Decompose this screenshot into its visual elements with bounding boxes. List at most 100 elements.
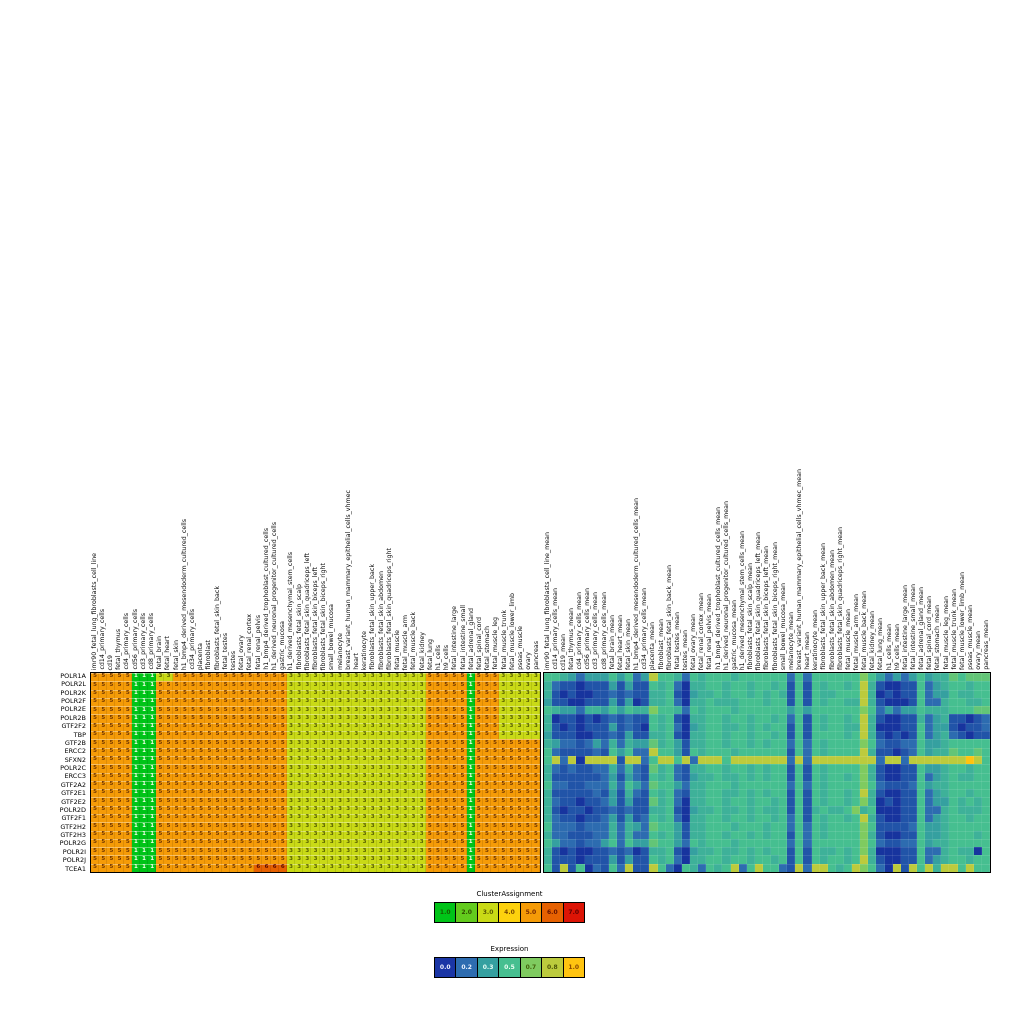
expression-cell	[949, 789, 958, 798]
expression-cell	[868, 847, 877, 856]
cluster-cell: 3	[335, 855, 345, 864]
expression-cell	[925, 797, 934, 806]
cluster-cell: 5	[188, 689, 198, 698]
cluster-cell: 3	[311, 731, 320, 740]
cluster-cell: 3	[368, 697, 377, 707]
cluster-cell: 5	[156, 731, 165, 740]
cluster-cell: 3	[327, 697, 336, 707]
cluster-cell: 3	[499, 714, 508, 723]
expression-cell	[730, 739, 739, 748]
expression-cell	[844, 681, 853, 690]
cluster-cell: 5	[107, 747, 116, 756]
expression-cell	[616, 847, 626, 856]
legend-swatch: 2.0	[455, 903, 477, 922]
cluster-cell: 5	[433, 780, 443, 790]
cluster-cell: 3	[352, 722, 361, 732]
cluster-cell: 3	[368, 822, 377, 831]
cluster-cell: 3	[393, 772, 402, 781]
expression-cell	[641, 847, 650, 856]
cluster-cell: 5	[442, 805, 451, 814]
cluster-cell: 5	[499, 847, 508, 856]
expression-cell	[908, 822, 918, 831]
cluster-cell: 5	[278, 764, 287, 773]
cluster-cell: 5	[254, 706, 263, 715]
expression-cell	[552, 747, 561, 756]
cluster-cell: 3	[409, 706, 418, 715]
expression-cell	[657, 731, 666, 740]
cluster-cell: 3	[384, 813, 394, 823]
cluster-cell: 5	[221, 805, 230, 814]
expression-cell	[738, 731, 747, 740]
cluster-cell: 3	[303, 863, 312, 872]
column-label: fibroblasts_fetal_skin_abdomen	[377, 571, 385, 670]
cluster-cell: 5	[180, 747, 189, 756]
expression-cell	[673, 813, 682, 823]
expression-cell	[649, 747, 658, 756]
expression-cell	[560, 838, 569, 848]
cluster-cell: 5	[442, 855, 451, 864]
cluster-cell: 5	[180, 797, 189, 806]
expression-cell	[795, 838, 804, 848]
expression-cell	[771, 755, 780, 765]
cluster-cell: 5	[246, 855, 255, 864]
expression-cell	[933, 780, 942, 790]
expression-cell	[552, 830, 561, 839]
expression-cell	[787, 706, 796, 715]
expression-cell	[876, 847, 885, 856]
cluster-cell: 5	[433, 855, 443, 864]
cluster-cell: 5	[450, 789, 459, 798]
cluster-cell: 5	[499, 805, 508, 814]
expression-cell	[649, 764, 658, 773]
expression-cell	[544, 822, 553, 831]
cluster-cell: 5	[474, 714, 483, 723]
cluster-cell: 5	[123, 822, 132, 831]
expression-cell	[908, 813, 918, 823]
cluster-cell: 5	[237, 739, 247, 748]
cluster-cell: 5	[442, 838, 451, 848]
expression-cell	[608, 755, 617, 765]
cluster-cell: 5	[531, 780, 540, 790]
cluster-cell: 3	[327, 714, 336, 723]
cluster-cell: 5	[458, 813, 467, 823]
cluster-cell: 5	[474, 789, 483, 798]
cluster-cell: 5	[482, 772, 492, 781]
cluster-cell: 3	[409, 780, 418, 790]
cluster-cell: 3	[295, 739, 304, 748]
expression-cell	[819, 855, 828, 864]
expression-cell	[576, 755, 585, 765]
expression-cell	[576, 681, 585, 690]
cluster-cell: 5	[270, 855, 279, 864]
cluster-cell: 5	[458, 838, 467, 848]
expression-cell	[722, 855, 731, 864]
expression-cell	[600, 681, 609, 690]
expression-cell	[827, 681, 836, 690]
expression-cell	[860, 714, 869, 723]
expression-cell	[892, 755, 901, 765]
expression-cell	[633, 755, 642, 765]
cluster-cell: 3	[417, 714, 426, 723]
cluster-cell: 3	[368, 755, 377, 765]
expression-cell	[552, 764, 561, 773]
expression-cell	[608, 830, 617, 839]
expression-cell	[641, 681, 650, 690]
cluster-cell: 5	[458, 847, 467, 856]
cluster-cell: 3	[376, 830, 385, 839]
cluster-cell: 5	[107, 714, 116, 723]
expression-cell	[730, 731, 739, 740]
cluster-cell: 5	[474, 731, 483, 740]
cluster-cell: 5	[482, 747, 492, 756]
cluster-cell: 3	[401, 739, 410, 748]
expression-cell	[689, 689, 699, 698]
expression-cell	[811, 855, 820, 864]
cluster-cell: 5	[205, 681, 214, 690]
cluster-cell: 3	[335, 813, 345, 823]
expression-column-labels: imr90_fetal_lung_fibroblasts_cell_line_m…	[543, 0, 991, 670]
expression-cell	[681, 772, 690, 781]
cluster-cell: 3	[409, 830, 418, 839]
cluster-cell: 5	[433, 805, 443, 814]
expression-cell	[633, 772, 642, 781]
cluster-cell: 3	[401, 747, 410, 756]
expression-cell	[673, 747, 682, 756]
cluster-cell: 5	[246, 681, 255, 690]
expression-cell	[876, 822, 885, 831]
